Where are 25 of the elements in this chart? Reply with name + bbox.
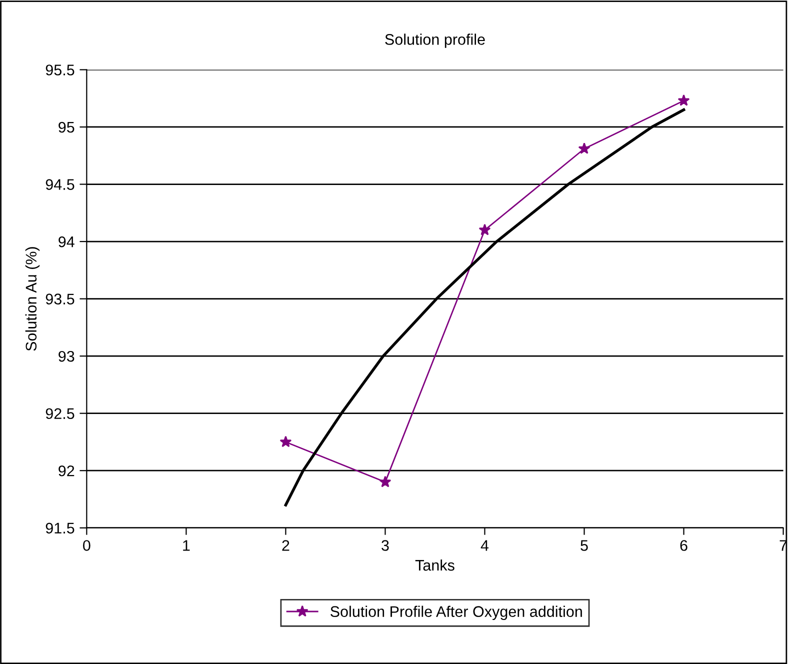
x-tick-label: 4 bbox=[480, 540, 489, 551]
y-tick-label: 92 bbox=[58, 465, 74, 476]
y-tick-label: 93 bbox=[58, 350, 74, 362]
legend-label: Solution Profile After Oxygen addition bbox=[330, 606, 582, 620]
x-tick-label: 5 bbox=[580, 540, 588, 551]
y-tick-label: 94 bbox=[58, 236, 74, 248]
chart-title: Solution profile bbox=[385, 34, 485, 48]
y-tick-label: 91.5 bbox=[46, 522, 74, 534]
y-tick-label: 94.5 bbox=[46, 179, 74, 190]
x-tick-label: 6 bbox=[680, 540, 688, 551]
point bbox=[280, 436, 292, 448]
x-axis-title: Tanks bbox=[415, 559, 454, 571]
y-tick-label: 95 bbox=[58, 122, 74, 133]
x-tick-label: 3 bbox=[382, 540, 389, 551]
x-tick-label: 1 bbox=[183, 540, 190, 551]
point bbox=[578, 142, 590, 154]
point bbox=[379, 476, 392, 488]
y-tick-label: 95.5 bbox=[46, 64, 74, 76]
x-tick-label: 0 bbox=[83, 540, 90, 551]
y-tick-label: 92.5 bbox=[46, 408, 74, 420]
y-axis-title: Solution Au (%) bbox=[25, 247, 40, 351]
y-tick-label: 93.5 bbox=[46, 294, 74, 304]
point bbox=[678, 94, 690, 106]
point bbox=[478, 224, 491, 236]
x-tick-label: 2 bbox=[282, 540, 290, 551]
